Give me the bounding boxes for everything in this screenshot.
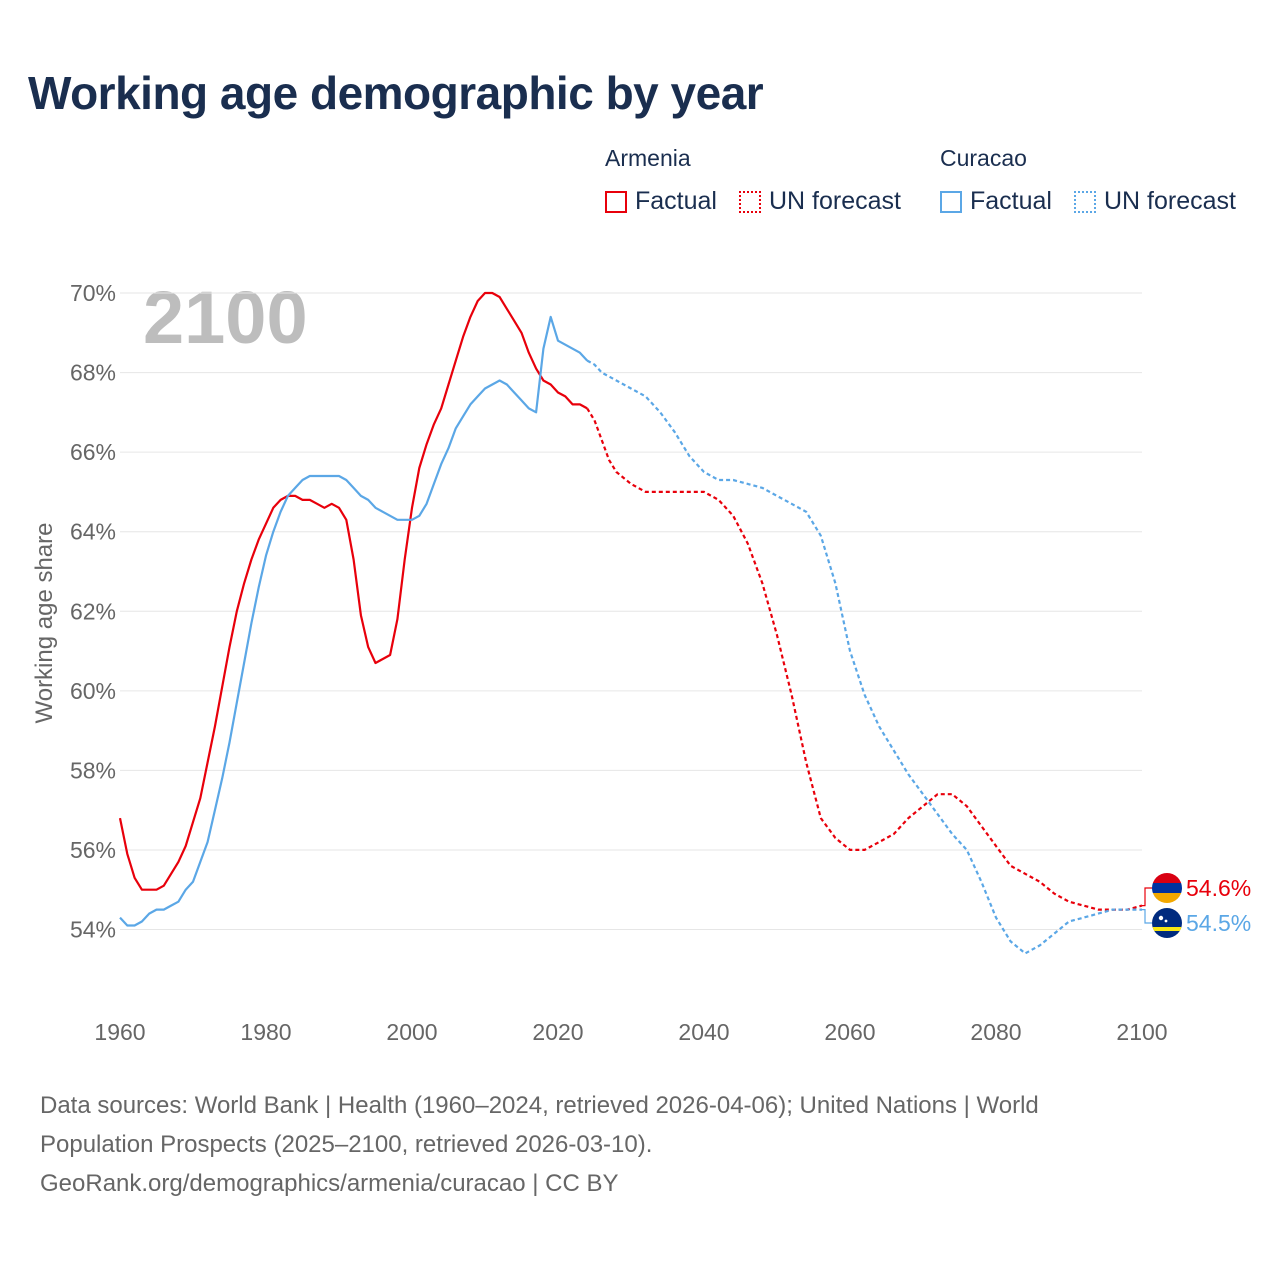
armenia-end-connector	[1142, 887, 1152, 907]
y-tick-label: 54%	[70, 917, 116, 943]
footer-sources-line-2: Population Prospects (2025–2100, retriev…	[40, 1131, 653, 1158]
y-axis-label: Working age share	[31, 523, 58, 724]
y-tick-label: 62%	[70, 598, 116, 624]
curacao-factual-line	[119, 315, 589, 927]
legend-armenia-forecast-swatch	[739, 190, 761, 213]
legend-curacao-factual-swatch	[940, 190, 962, 213]
legend-armenia-factual[interactable]: Factual	[605, 187, 717, 216]
armenia-end-value-label: 54.6%	[1186, 875, 1251, 901]
x-tick-label: 2100	[1116, 1019, 1167, 1045]
y-tick-label: 58%	[70, 757, 116, 783]
y-tick-label: 56%	[70, 837, 116, 863]
x-tick-label: 2060	[824, 1019, 875, 1045]
flag-star	[1164, 919, 1168, 923]
year-watermark: 2100	[143, 276, 308, 359]
legend-armenia-forecast[interactable]: UN forecast	[739, 187, 901, 216]
curacao-end-value-label: 54.5%	[1186, 910, 1251, 936]
x-tick-label: 2040	[678, 1019, 729, 1045]
legend-curacao-forecast-swatch	[1074, 190, 1096, 213]
flag-field-blue	[1152, 908, 1182, 938]
chart-title: Working age demographic by year	[28, 67, 764, 119]
x-tick-label: 2020	[532, 1019, 583, 1045]
line-chart: Working age share 2100 54% 56% 58% 60% 62% 64…	[31, 276, 1251, 1045]
flag-stripe-orange	[1152, 893, 1182, 903]
armenia-factual-line	[118, 291, 588, 891]
y-tick-label: 64%	[70, 519, 116, 545]
armenia-forecast-line	[586, 407, 1143, 911]
legend-armenia-factual-label: Factual	[635, 187, 717, 215]
y-tick-label: 60%	[70, 678, 116, 704]
footer-sources-line-1: Data sources: World Bank | Health (1960–…	[40, 1092, 1039, 1119]
armenia-flag-icon	[1152, 873, 1182, 903]
x-tick-label: 2080	[970, 1019, 1021, 1045]
legend-curacao-forecast-label: UN forecast	[1104, 187, 1236, 215]
legend-curacao-factual[interactable]: Factual	[940, 187, 1052, 216]
footer: Data sources: World Bank | Health (1960–…	[40, 1086, 1240, 1203]
curacao-end-connector	[1142, 909, 1152, 924]
x-tick-label: 1960	[94, 1019, 145, 1045]
flag-stripe-red	[1152, 873, 1182, 883]
legend-curacao-forecast[interactable]: UN forecast	[1074, 187, 1236, 216]
legend-armenia-title: Armenia	[605, 145, 691, 171]
flag-stripe-yellow	[1152, 927, 1182, 931]
x-tick-label: 2000	[386, 1019, 437, 1045]
curacao-flag-icon	[1152, 908, 1182, 938]
flag-star	[1158, 915, 1164, 921]
curacao-forecast-line	[586, 359, 1142, 955]
footer-attribution[interactable]: GeoRank.org/demographics/armenia/curacao…	[40, 1170, 619, 1197]
y-tick-label: 70%	[70, 280, 116, 306]
y-tick-label: 66%	[70, 439, 116, 465]
flag-stripe-blue	[1152, 883, 1182, 893]
legend-armenia-forecast-label: UN forecast	[769, 187, 901, 215]
legend-armenia-factual-swatch	[605, 190, 627, 213]
legend-curacao-title: Curacao	[940, 145, 1027, 171]
x-tick-label: 1980	[240, 1019, 291, 1045]
y-tick-label: 68%	[70, 360, 116, 386]
legend-curacao-factual-label: Factual	[970, 187, 1052, 215]
